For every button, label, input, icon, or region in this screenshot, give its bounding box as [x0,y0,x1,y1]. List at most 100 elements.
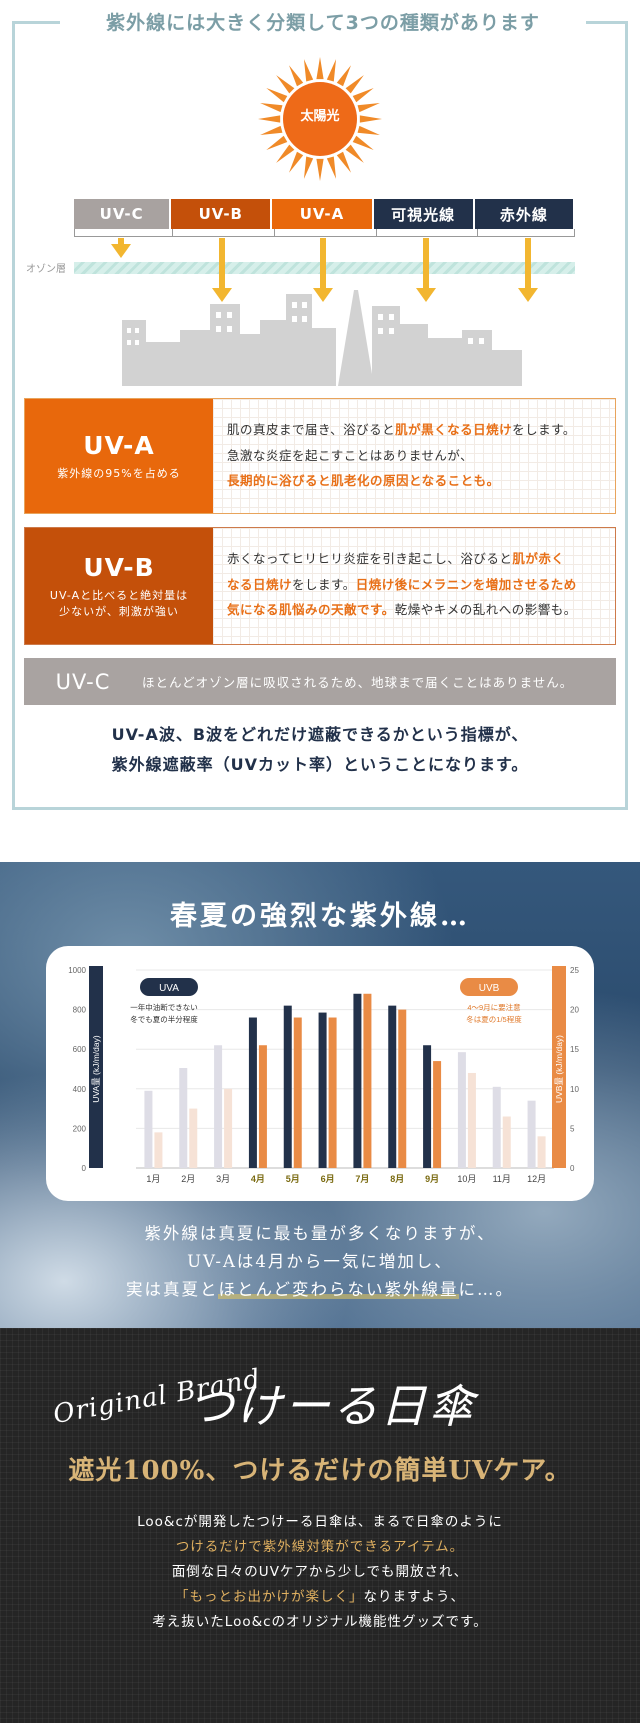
xtick-3: 3月 [216,1174,230,1184]
section-title: 紫外線には大きく分類して3つの種類があります [106,12,540,34]
uvb-line1-pre: 赤くなってヒリヒリ炎症を引き起こし、浴びると [227,551,513,566]
band-4: 赤外線 [474,199,573,229]
xtick-8: 8月 [390,1174,404,1184]
ray-arrow-1 [212,238,232,302]
uva-note-2: 冬でも夏の半分程度 [130,1014,198,1024]
uva-bar-7 [353,993,362,1168]
uva-bar-8 [388,1005,397,1168]
uvb-bar-8 [398,1009,407,1168]
uvc-title: UV-C [55,669,111,694]
ytick-left-3: 600 [73,1045,87,1054]
sun-ray [352,135,374,150]
ytick-right-4: 20 [570,1006,579,1015]
sun-ray [303,156,314,179]
uvb-tag-label: UVB [479,983,500,994]
uvb-bar-4 [258,1045,267,1168]
brand-japanese-logo: つけーる日傘 [188,1379,476,1433]
brand-body-line-1: Loo&cが開発したつけーる日傘は、まるで日傘のように [137,1514,503,1530]
xtick-5: 5月 [286,1174,300,1184]
tick-2 [376,229,377,237]
ytick-left-1: 200 [73,1124,87,1133]
tick-1 [274,229,275,237]
uvb-description: 赤くなってヒリヒリ炎症を引き起こし、浴びると肌が赤く なる日焼けをします。日焼け… [213,528,615,644]
sun-ray [357,102,380,113]
uva-bar-12 [527,1100,536,1168]
ray-arrow-4 [518,238,538,302]
uvb-bar-6 [328,1017,337,1168]
sun-ray [357,125,380,136]
seasonal-line-3-post: に…。 [458,1280,514,1300]
xtick-7: 7月 [355,1174,369,1184]
sun-label: 太陽光 [300,109,340,124]
left-axis-bar [89,966,103,1168]
brand-body: Loo&cが開発したつけーる日傘は、まるで日傘のように つけるだけで紫外線対策が… [0,1510,640,1635]
y-axis-label-right: UVB量 (kJ/m/day) [554,1035,564,1103]
seasonal-line-2: UV-Aは4月から一気に増加し、 [187,1252,453,1272]
spectrum-ticks [74,229,575,237]
uvb-subtitle-1: UV-Aと比べると絶対量は [49,588,189,602]
uva-bar-4 [248,1017,257,1168]
uvb-line2-highlight-2: 日焼け後にメラニンを増加させるため [355,576,577,592]
uva-info-box: UV-A 紫外線の95%を占める 肌の真皮まで届き、浴びると肌が黒くなる日焼けを… [24,398,616,514]
sun-rays [258,57,382,181]
seasonal-text: 紫外線は真夏に最も量が多くなりますが、 UV-Aは4月から一気に増加し、 実は真… [0,1220,640,1304]
sun-ray [260,125,283,136]
uva-tag [140,978,198,996]
ray-arrow-3 [416,238,436,302]
uva-subtitle: 紫外線の95%を占める [57,466,181,480]
summary-text: UV-A波、B波をどれだけ遮蔽できるかという指標が、 紫外線遮蔽率（UVカット率… [24,720,616,779]
uvb-tag [460,978,518,996]
sun-core [283,82,357,156]
xtick-11: 11月 [493,1174,511,1184]
ytick-left-5: 1000 [68,966,86,975]
brand-headline: 遮光100%、つけるだけの簡単UVケア。 [68,1456,572,1486]
brand-section: Original Brand つけーる日傘 遮光100%、つけるだけの簡単UVケ… [0,1328,640,1723]
sun-ray [266,135,288,150]
xtick-9: 9月 [425,1174,439,1184]
uvb-bar-5 [293,1017,302,1168]
sun-ray [266,88,288,103]
uvb-title: UV-B [83,552,155,582]
sun-ray [258,115,281,123]
sun-ray [336,151,351,173]
sun-ray [326,59,337,82]
sun-ray [289,151,304,173]
uva-bar-9 [423,1045,432,1168]
uva-line3-highlight: 長期的に浴びると肌老化の原因となることも。 [227,473,500,489]
band-0: UV-C [74,199,170,229]
uvb-info-label: UV-B UV-Aと比べると絶対量は 少ないが、刺激が強い [25,528,213,644]
xtick-1: 1月 [146,1174,160,1184]
uva-bar-1 [144,1090,153,1168]
brand-body-line-4: 「もっとお出かけが楽しく」 [175,1588,364,1605]
summary-line-1: UV-A波、B波をどれだけ遮蔽できるかという指標が、 [111,725,529,744]
uvb-bar-10 [467,1072,476,1168]
band-2: UV-A [272,199,372,229]
seasonal-title: 春夏の強烈な紫外線… [170,901,470,932]
sun-ray [303,59,314,82]
uv-chart-card: 0 200 400 600 800 1000 0 5 10 15 20 25 UVA量 (kJ/m/da… [46,946,594,1201]
brand-body-line-4-post: なりますよう、 [363,1588,465,1605]
uvb-line3-post: 乾燥やキメの乱れへの影響も。 [394,602,577,618]
uva-bar-6 [318,1012,327,1168]
city-skyline-icon [122,290,522,386]
ytick-left-2: 400 [73,1085,87,1094]
seasonal-line-1: 紫外線は真夏に最も量が多くなりますが、 [144,1224,496,1243]
seasonal-line-3-highlight: ほとんど変わらない紫外線量 [218,1280,459,1300]
sun-ray [276,144,295,163]
ytick-left-4: 800 [73,1006,87,1015]
xtick-2: 2月 [181,1174,195,1184]
ytick-left-0: 0 [82,1164,87,1173]
uva-info-label: UV-A 紫外線の95%を占める [25,399,213,513]
uva-title: UV-A [83,430,155,460]
xtick-6: 6月 [321,1174,335,1184]
uvb-info-box: UV-B UV-Aと比べると絶対量は 少ないが、刺激が強い 赤くなってヒリヒリ炎症… [24,527,616,645]
uva-line2: 急激な炎症を起こすことはありませんが、 [227,447,474,463]
uvb-bar-9 [433,1061,442,1168]
uva-description: 肌の真皮まで届き、浴びると肌が黒くなる日焼けをします。 急激な炎症を起こすことは… [213,399,615,513]
ray-arrow-2 [313,238,333,302]
ytick-right-1: 5 [570,1124,575,1133]
sun-ray [276,75,295,94]
sun-ray [345,75,364,94]
uva-bar-2 [179,1068,188,1168]
sun-ray [316,158,324,181]
